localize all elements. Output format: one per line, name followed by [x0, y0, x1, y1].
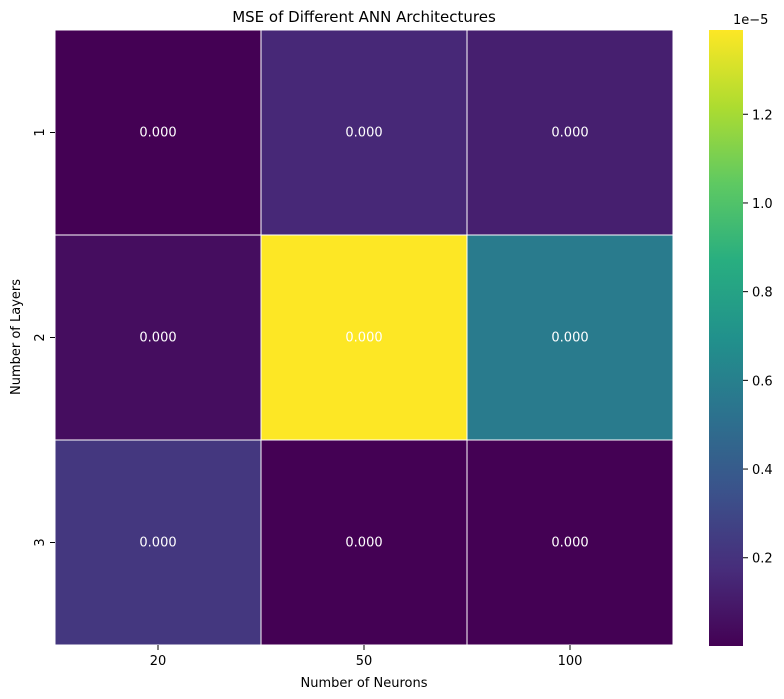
heatmap-cell [54, 439, 262, 646]
cell-value-label: 0.000 [345, 536, 382, 551]
cell-value-label: 0.000 [551, 536, 588, 551]
colorbar-tick-label: 0.6 [752, 374, 773, 389]
y-tick-label: 3 [33, 538, 48, 546]
heatmap-cell [466, 29, 674, 236]
x-axis-label: Number of Neurons [300, 676, 427, 691]
colorbar [709, 30, 743, 646]
cell-value-label: 0.000 [139, 331, 176, 346]
colorbar-multiplier: 1e−5 [733, 13, 768, 28]
x-tick-label: 100 [558, 654, 583, 669]
colorbar-ticks: 0.2 0.4 0.6 0.8 1.0 1.2 [743, 108, 773, 567]
cell-value-label: 0.000 [345, 331, 382, 346]
heatmap-cell [54, 234, 262, 441]
colorbar-tick-label: 1.0 [752, 197, 773, 212]
cell-value-label: 0.000 [551, 331, 588, 346]
x-tick-label: 20 [150, 654, 167, 669]
x-axis-ticks: 20 50 100 [150, 645, 583, 669]
colorbar-tick-label: 0.4 [752, 463, 773, 478]
chart-title: MSE of Different ANN Architectures [232, 8, 496, 26]
colorbar-tick-label: 1.2 [752, 108, 773, 123]
y-tick-label: 1 [33, 128, 48, 136]
heatmap-cell [260, 439, 468, 646]
colorbar-tick-label: 0.2 [752, 552, 773, 567]
y-axis-label: Number of Layers [9, 279, 24, 395]
colorbar-tick-label: 0.8 [752, 286, 773, 301]
y-axis-ticks: 1 2 3 [33, 128, 55, 547]
x-tick-label: 50 [356, 654, 373, 669]
y-tick-label: 2 [33, 333, 48, 341]
cell-value-label: 0.000 [551, 126, 588, 141]
heatmap-cell [260, 234, 468, 441]
heatmap-cell [260, 29, 468, 236]
heatmap-cell [466, 234, 674, 441]
heatmap-cells: 0.000 0.000 0.000 0.000 0.000 0.000 0.000 0.000… [54, 29, 674, 646]
heatmap-cell [54, 29, 262, 236]
cell-value-label: 0.000 [139, 536, 176, 551]
cell-value-label: 0.000 [139, 126, 176, 141]
cell-value-label: 0.000 [345, 126, 382, 141]
